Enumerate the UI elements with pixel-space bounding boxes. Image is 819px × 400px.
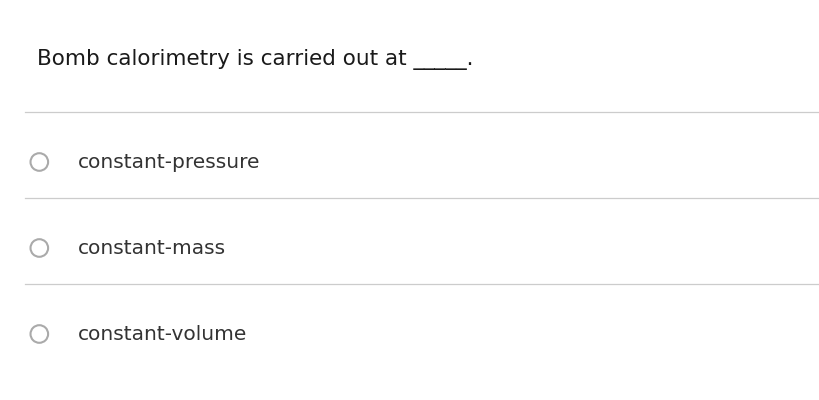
Text: constant-pressure: constant-pressure <box>78 152 260 172</box>
Text: constant-mass: constant-mass <box>78 238 226 258</box>
Text: Bomb calorimetry is carried out at _____.: Bomb calorimetry is carried out at _____… <box>37 50 473 70</box>
Text: constant-volume: constant-volume <box>78 324 247 344</box>
